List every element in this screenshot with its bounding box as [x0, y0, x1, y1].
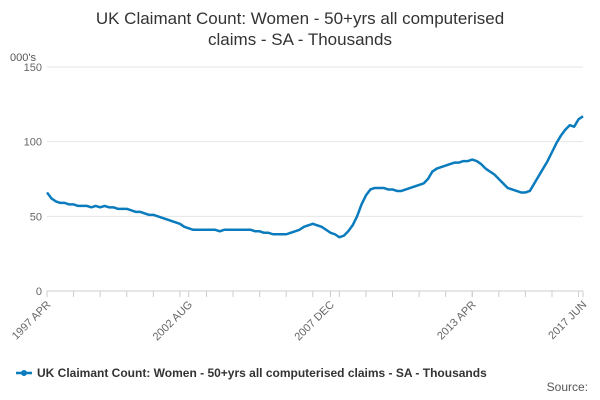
source: Source:: [547, 380, 588, 394]
x-tick-label: 2013 APR: [435, 299, 479, 343]
y-tick-label: 50: [30, 211, 42, 223]
chart-title: UK Claimant Count: Women - 50+yrs all co…: [96, 9, 504, 28]
chart-title: claims - SA - Thousands: [208, 30, 392, 49]
x-tick-label: 2007 DEC: [292, 299, 336, 343]
legend-marker: [21, 370, 27, 376]
y-tick-label: 150: [24, 62, 42, 74]
y-tick-label: 0: [36, 286, 42, 298]
y-unit: 000's: [10, 52, 36, 64]
x-tick-label: 2017 JUN: [546, 299, 589, 342]
data-line: [45, 115, 584, 239]
x-tick-label: 2002 AUG: [151, 299, 195, 343]
x-tick-label: 1997 APR: [10, 299, 54, 343]
y-tick-label: 100: [24, 137, 42, 149]
legend-label: UK Claimant Count: Women - 50+yrs all co…: [37, 366, 487, 380]
